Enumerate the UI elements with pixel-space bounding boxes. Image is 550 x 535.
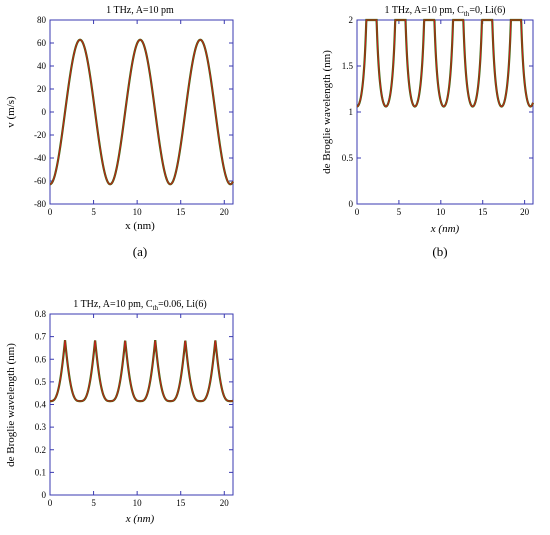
chart-a-ytick-label: 0: [42, 107, 47, 117]
chart-a-xlabel: x (nm): [125, 220, 155, 232]
chart-a-xticks: 0 5 10 15 20: [48, 20, 230, 217]
chart-a-ytick-label: -80: [34, 199, 46, 209]
chart-c-title: 1 THz, A=10 pm, Cth=0.06, Li(6): [73, 299, 207, 312]
chart-a-series-overlay: [49, 38, 234, 186]
chart-c-xtick-label: 10: [133, 498, 143, 508]
chart-a: 1 THz, A=10 pm -80 -60 -40 -20 0 20 40 60 80 0 5 1…: [5, 5, 234, 259]
chart-a-ylabel: v (m/s): [5, 96, 17, 128]
chart-a-ytick-label: -60: [34, 176, 46, 186]
chart-c-ytick-label: 0.3: [35, 422, 47, 432]
chart-c-ylabel: de Broglie wavelength (nm): [5, 343, 17, 467]
chart-c-ytick-label: 0.1: [35, 467, 46, 477]
chart-c-xtick-label: 0: [48, 498, 53, 508]
chart-c-xlabel: x (nm): [125, 513, 155, 525]
chart-b-title-suffix: =0, Li(6): [469, 5, 505, 16]
chart-c-ytick-label: 0.6: [35, 354, 47, 364]
chart-c-xtick-label: 15: [176, 498, 186, 508]
chart-b-xticks: 0 5 10 15 20: [355, 20, 530, 217]
chart-a-ytick-label: -40: [34, 153, 46, 163]
chart-c-yticks: 0 0.1 0.2 0.3 0.4 0.5 0.6 0.7 0.8: [35, 309, 233, 500]
chart-b-ytick-label: 0: [349, 199, 354, 209]
chart-a-xtick-label: 5: [91, 207, 96, 217]
chart-a-ytick-label: 40: [37, 61, 47, 71]
chart-c-ytick-label: 0.8: [35, 309, 47, 319]
chart-c-title-suffix: =0.06, Li(6): [158, 299, 207, 310]
chart-b-title-prefix: 1 THz, A=10 pm, C: [385, 5, 465, 16]
chart-b-ytick-label: 0.5: [342, 153, 354, 163]
chart-a-xtick-label: 20: [220, 207, 230, 217]
chart-c: 1 THz, A=10 pm, Cth=0.06, Li(6) 00.10.20…: [5, 299, 234, 525]
chart-b-xtick-label: 0: [355, 207, 360, 217]
chart-b-title-subscript: th: [464, 10, 470, 18]
chart-c-ytick-label: 0.5: [35, 377, 47, 387]
chart-c-xtick-label: 20: [220, 498, 230, 508]
chart-b-series-line: [356, 19, 534, 108]
chart-b-ytick-label: 1.5: [342, 61, 354, 71]
chart-c-xtick-label: 5: [91, 498, 96, 508]
chart-b-ytick-label: 2: [349, 15, 354, 25]
chart-a-ytick-label: 20: [37, 84, 47, 94]
chart-c-title-subscript: th: [153, 304, 159, 312]
chart-a-yticks: -80 -60 -40 -20 0 20 40 60 80: [34, 15, 233, 209]
chart-a-ytick-label: 80: [37, 15, 47, 25]
chart-b-xtick-label: 5: [397, 207, 402, 217]
chart-a-ytick-label: 60: [37, 38, 47, 48]
chart-a-series-line: [49, 39, 234, 185]
chart-a-xtick-label: 0: [48, 207, 53, 217]
chart-b-xtick-label: 20: [520, 207, 530, 217]
chart-b-ytick-label: 1: [349, 107, 354, 117]
chart-b-panel-label: (b): [432, 244, 447, 259]
chart-c-series-overlay: [50, 339, 234, 403]
chart-b: 1 THz, A=10 pm, Cth=0, Li(6) 0 0.5 1 1.5 2 0…: [321, 5, 535, 259]
chart-c-ytick-label: 0.7: [35, 332, 47, 342]
chart-c-series-line: [50, 340, 234, 402]
chart-b-ylabel: de Broglie wavelength (nm): [321, 50, 333, 174]
chart-c-ytick-label: 0.2: [35, 445, 46, 455]
chart-c-title-prefix: 1 THz, A=10 pm, C: [73, 299, 153, 310]
chart-b-yticks: 0 0.5 1 1.5 2: [342, 15, 533, 209]
chart-b-xtick-label: 10: [436, 207, 446, 217]
chart-a-title: 1 THz, A=10 pm: [106, 5, 174, 16]
chart-b-title: 1 THz, A=10 pm, Cth=0, Li(6): [385, 5, 506, 18]
chart-c-plot-area: [49, 313, 234, 496]
chart-a-ytick-label: -20: [34, 130, 46, 140]
chart-b-xtick-label: 15: [478, 207, 488, 217]
chart-c-xticks: 0 5 10 15 20: [48, 314, 230, 508]
chart-a-xtick-label: 15: [176, 207, 186, 217]
chart-b-plot-area: [356, 19, 534, 205]
chart-c-ytick-label: 0.4: [35, 400, 47, 410]
chart-b-xlabel: x (nm): [430, 223, 460, 235]
chart-a-xtick-label: 10: [133, 207, 143, 217]
chart-c-ytick-label: 0: [42, 490, 47, 500]
chart-a-panel-label: (a): [133, 244, 147, 259]
